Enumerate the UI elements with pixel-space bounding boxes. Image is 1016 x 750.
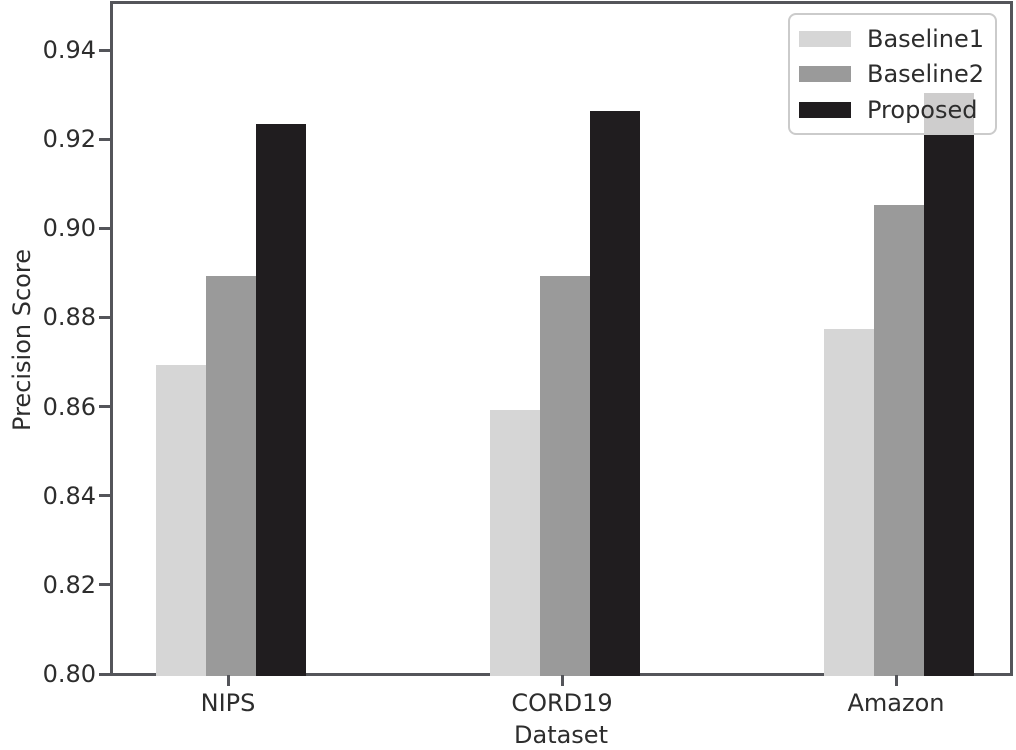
- legend-swatch-baseline1: [799, 30, 851, 47]
- legend-label-baseline2: Baseline2: [867, 60, 985, 88]
- legend-item-baseline2: Baseline2: [799, 60, 985, 88]
- legend-swatch-baseline2: [799, 66, 851, 82]
- bars-layer: [113, 4, 1010, 676]
- y-tick-label: 0.92: [42, 125, 96, 154]
- legend-item-baseline1: Baseline1: [799, 25, 985, 53]
- bar-cord19-baseline1: [490, 409, 540, 676]
- x-tick-mark: [560, 675, 564, 686]
- y-tick-mark: [99, 315, 111, 319]
- legend-label-proposed: Proposed: [867, 95, 978, 124]
- y-tick-mark: [99, 494, 111, 498]
- x-tick-label-nips: NIPS: [200, 689, 256, 717]
- y-tick-label: 0.94: [42, 36, 96, 65]
- y-tick-mark: [99, 48, 111, 52]
- x-tick-mark: [226, 675, 230, 686]
- bar-nips-baseline2: [206, 275, 256, 676]
- bar-cord19-proposed: [590, 110, 640, 676]
- legend-swatch-proposed: [799, 101, 851, 118]
- y-tick-mark: [99, 226, 111, 230]
- y-tick-mark: [99, 405, 111, 409]
- x-axis-label: Dataset: [514, 721, 608, 749]
- x-tick-label-cord19: CORD19: [511, 689, 613, 717]
- y-tick-label: 0.82: [42, 570, 96, 599]
- y-tick-mark: [99, 672, 111, 676]
- y-tick-label: 0.84: [42, 481, 96, 510]
- legend-label-baseline1: Baseline1: [867, 24, 985, 53]
- y-tick-label: 0.80: [42, 660, 96, 688]
- y-axis-label: Precision Score: [8, 249, 36, 431]
- bar-amazon-proposed: [924, 93, 974, 676]
- bar-nips-proposed: [256, 124, 306, 676]
- bar-nips-baseline1: [156, 365, 206, 676]
- bar-cord19-baseline2: [540, 275, 590, 676]
- y-tick-label: 0.86: [42, 392, 96, 421]
- bar-amazon-baseline2: [874, 204, 924, 676]
- y-tick-mark: [99, 137, 111, 141]
- y-tick-label: 0.90: [42, 214, 96, 243]
- bar-amazon-baseline1: [824, 329, 874, 676]
- y-tick-label: 0.88: [42, 303, 96, 332]
- legend: Baseline1 Baseline2 Proposed: [788, 13, 997, 135]
- y-tick-mark: [99, 583, 111, 587]
- x-tick-mark: [894, 675, 898, 686]
- x-tick-label-amazon: Amazon: [847, 689, 945, 717]
- legend-item-proposed: Proposed: [799, 96, 985, 124]
